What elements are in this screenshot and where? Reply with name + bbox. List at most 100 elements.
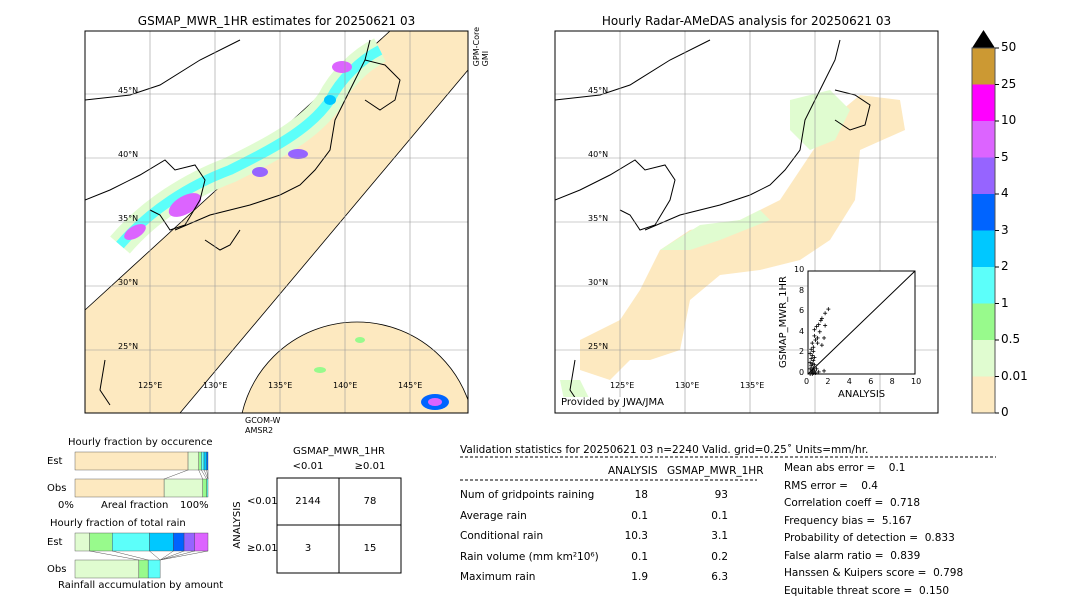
fraction-segment — [138, 559, 149, 579]
cell-false-alarm: 78 — [363, 496, 377, 507]
row-header-ge: ≥0.01 — [247, 543, 278, 554]
scatter-point — [809, 356, 814, 361]
colorbar-tick-label: 0.5 — [1001, 332, 1021, 346]
colorbar-tick-label: 3 — [1001, 222, 1009, 237]
colorbar-bin — [972, 194, 995, 231]
scatter-plot — [807, 270, 916, 376]
scatter-point — [813, 338, 818, 343]
occ-obs-label: Obs — [47, 483, 67, 494]
col-header-lt: <0.01 — [292, 461, 324, 472]
score-line: False alarm ratio = 0.839 — [784, 549, 921, 562]
stats-row-label: Rain volume (mm km²10⁶) — [460, 550, 599, 563]
occ-est-label: Est — [47, 456, 63, 467]
colorbar-bin — [972, 121, 995, 158]
fraction-segment — [187, 451, 199, 471]
fraction-bars — [74, 451, 209, 579]
score-line: Frequency bias = 5.167 — [784, 514, 912, 527]
colorbar-tick-label: 2 — [1001, 259, 1009, 273]
colorbar-bin — [972, 84, 995, 121]
diagonal-line — [807, 270, 916, 375]
stats-row-label: Average rain — [460, 509, 527, 522]
colorbar-bin — [972, 230, 995, 267]
scatter-xtick: 6 — [868, 377, 874, 386]
scatter-ytick: 4 — [799, 326, 805, 336]
fraction-segment — [74, 532, 90, 552]
rain-xlabel: Rainfall accumulation by amount — [58, 580, 224, 591]
lon-label: 130°E — [675, 381, 700, 390]
lat-label: 40°N — [118, 150, 139, 159]
rain-obs-label: Obs — [47, 564, 67, 575]
scatter-xtick: 8 — [889, 377, 895, 386]
scatter-point — [808, 351, 813, 356]
lat-label: 35°N — [588, 214, 609, 223]
lat-label: 45°N — [118, 86, 139, 95]
fraction-segment — [203, 451, 207, 471]
stats-gsmap-value: 3.1 — [711, 530, 728, 542]
fraction-segment — [206, 451, 209, 471]
lat-label: 35°N — [118, 214, 139, 223]
score-line: Hanssen & Kuipers score = 0.798 — [784, 567, 964, 579]
fraction-segment — [194, 532, 209, 552]
lat-label: 30°N — [118, 278, 139, 287]
scatter-point — [819, 316, 824, 321]
stats-col-gsmap: GSMAP_MWR_1HR — [667, 465, 764, 477]
contingency-title: GSMAP_MWR_1HR — [293, 446, 385, 457]
scatter-point — [810, 353, 815, 358]
score-line: Probability of detection = 0.833 — [784, 532, 955, 544]
fraction-segment — [198, 451, 202, 471]
scatter-point — [812, 327, 817, 332]
fraction-segment — [173, 532, 185, 552]
scatter-point — [808, 366, 813, 371]
scatter-point — [814, 324, 819, 329]
colorbar-extend-arrow — [972, 30, 995, 48]
scatter-point — [809, 363, 814, 368]
scatter-point — [814, 366, 819, 371]
lat-label: 45°N — [588, 86, 609, 95]
scatter-xtick: 2 — [825, 377, 831, 386]
scatter-point — [810, 372, 815, 376]
scatter-point — [812, 368, 817, 373]
sensor-top-line: GMI — [481, 50, 490, 67]
scatter-point — [816, 369, 821, 374]
scatter-point — [818, 318, 823, 323]
sensor-label-top: GPM-Core GMI — [472, 27, 490, 66]
fraction-segment — [183, 532, 195, 552]
score-line: RMS error = 0.4 — [784, 479, 878, 492]
fraction-segment — [201, 451, 205, 471]
colorbar-bin — [972, 157, 995, 194]
sensor-top-line: GPM-Core — [472, 27, 481, 67]
colorbar-tick-label: 0.01 — [1001, 368, 1028, 383]
scatter-point — [809, 369, 814, 374]
scatter-ytick: 0 — [799, 368, 805, 377]
scatter-point — [811, 365, 816, 370]
fraction-segment — [149, 532, 174, 552]
stats-analysis-value: 1.9 — [631, 571, 648, 583]
lon-label: 135°E — [268, 381, 293, 390]
scatter-point — [817, 329, 822, 334]
stats-row-label: Maximum rain — [460, 571, 536, 583]
lon-label: 125°E — [138, 381, 163, 390]
colorbar-bin — [972, 340, 995, 377]
occurrence-title: Hourly fraction by occurence — [68, 437, 213, 448]
left-map — [85, 31, 468, 413]
analysis-coverage — [580, 95, 905, 380]
lat-label: 40°N — [588, 150, 609, 159]
fraction-segment — [74, 451, 189, 471]
left-map-title: GSMAP_MWR_1HR estimates for 20250621 03 — [137, 14, 416, 28]
colorbar-bin — [972, 303, 995, 340]
scatter-point — [815, 341, 820, 346]
occ-xtick-100: 100% — [180, 500, 209, 511]
fraction-segment — [74, 559, 140, 579]
scatter-point — [812, 362, 817, 367]
scatter-point — [810, 367, 815, 372]
stats-header: Validation statistics for 20250621 03 n=… — [460, 444, 869, 456]
scatter-ylabel: GSMAP_MWR_1HR — [778, 276, 789, 368]
scatter-point — [811, 345, 816, 350]
lon-label: 140°E — [333, 381, 358, 390]
colorbar-tick-label: 1 — [1001, 295, 1009, 310]
sensor-label-bottom: GCOM-W AMSR2 — [245, 416, 280, 436]
scatter-xlabel: ANALYSIS — [838, 389, 886, 400]
cell-hit-none: 2144 — [295, 496, 321, 507]
scatter-point — [823, 311, 828, 316]
score-line: Correlation coeff = 0.718 — [784, 497, 920, 509]
